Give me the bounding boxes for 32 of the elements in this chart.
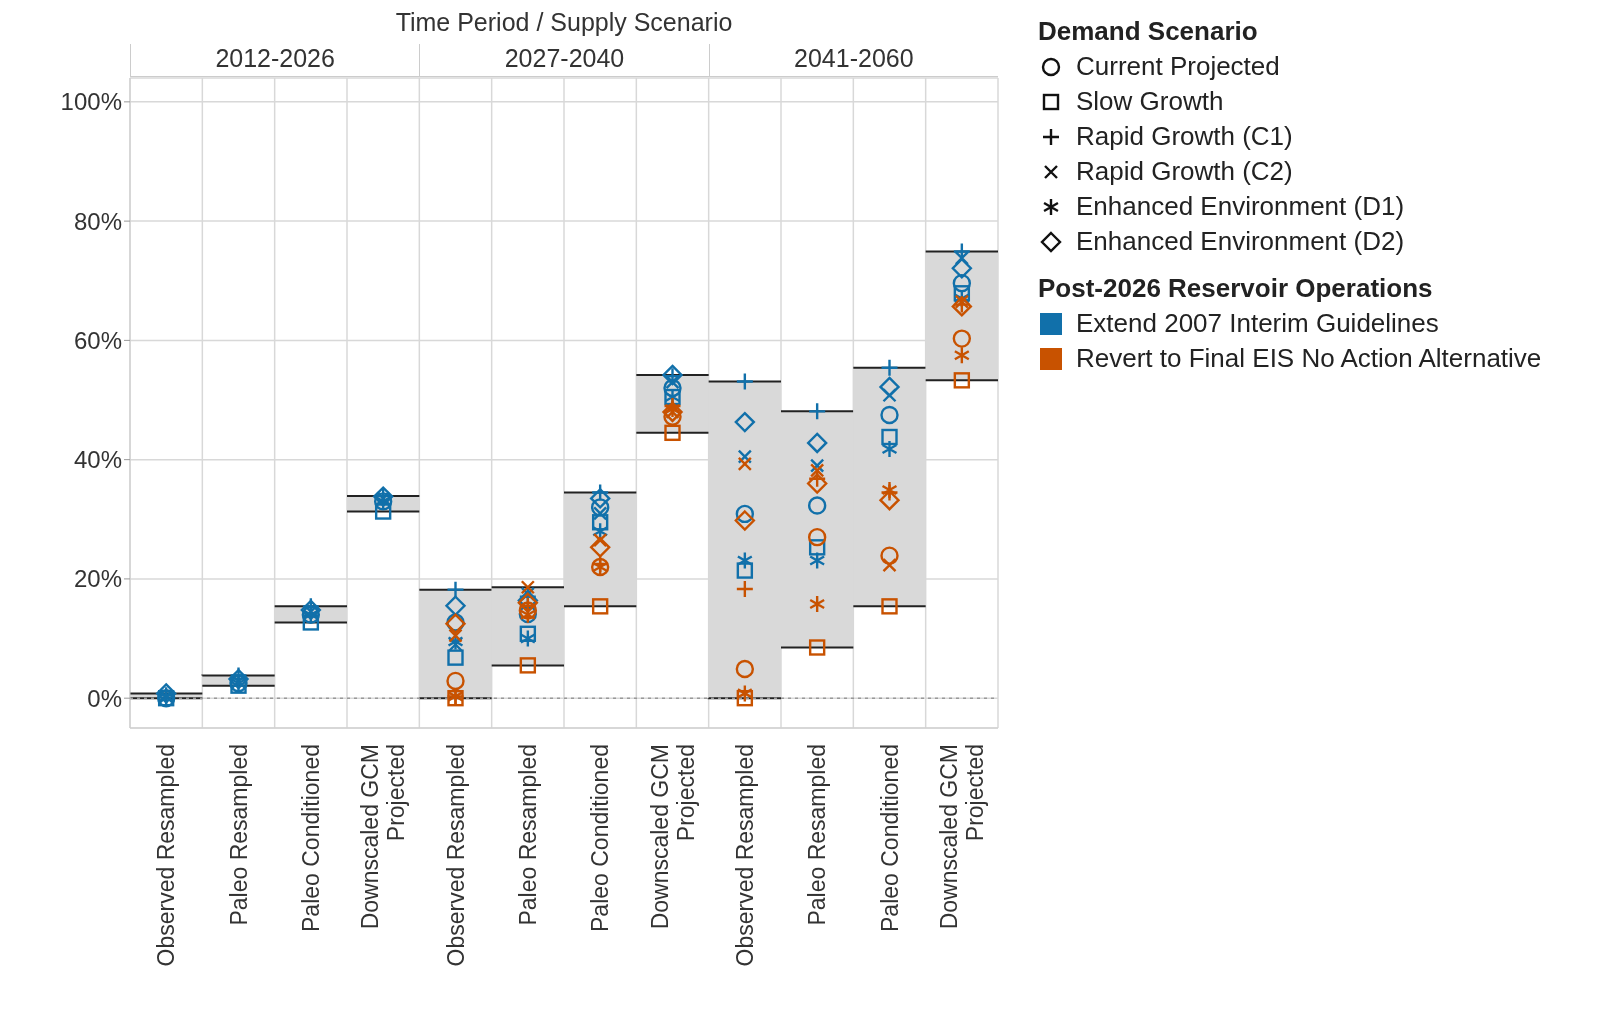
text: 2012-2026 <box>130 44 420 77</box>
text: Rapid Growth (C2) <box>1076 156 1293 187</box>
x-tick-label: Paleo Resampled <box>804 744 831 926</box>
x-tick-label: Downscaled GCM Projected <box>935 744 988 930</box>
text: Rapid Growth (C1) <box>1076 121 1293 152</box>
x-tick-label: Downscaled GCM Projected <box>646 744 699 930</box>
x-tick-label: Paleo Conditioned <box>297 744 324 932</box>
x-tick-label: Downscaled GCM Projected <box>357 744 410 930</box>
text: 2027-2040 <box>419 44 709 77</box>
x-tick-label: Paleo Resampled <box>514 744 541 926</box>
text: Current Projected <box>1076 51 1280 82</box>
y-tick-label: 100% <box>60 88 122 116</box>
x-tick-label: Paleo Conditioned <box>876 744 903 932</box>
y-tick-label: 40% <box>73 446 122 474</box>
x-tick-label: Observed Resampled <box>731 744 758 967</box>
text: 2041-2060 <box>708 44 998 77</box>
y-tick-label: 20% <box>73 565 122 593</box>
x-axis-title: Time Period / Supply Scenario <box>394 8 734 37</box>
text: Post-2026 Reservoir Operations <box>1038 273 1434 304</box>
x-tick-label: Paleo Resampled <box>225 744 252 926</box>
text: Slow Growth <box>1076 86 1224 117</box>
y-tick-label: 60% <box>73 326 122 354</box>
y-tick-label: 80% <box>73 207 122 235</box>
x-tick-label: Observed Resampled <box>153 744 180 967</box>
text: Extend 2007 Interim Guidelines <box>1076 308 1439 339</box>
text: Enhanced Environment (D2) <box>1076 226 1405 257</box>
x-tick-label: Observed Resampled <box>442 744 469 967</box>
text: Revert to Final EIS No Action Alternative <box>1076 343 1542 374</box>
legend-title: Demand Scenario <box>1038 16 1259 47</box>
text: Enhanced Environment (D1) <box>1076 191 1405 222</box>
x-tick-label: Paleo Conditioned <box>587 744 614 932</box>
y-tick-label: 0% <box>87 684 122 712</box>
